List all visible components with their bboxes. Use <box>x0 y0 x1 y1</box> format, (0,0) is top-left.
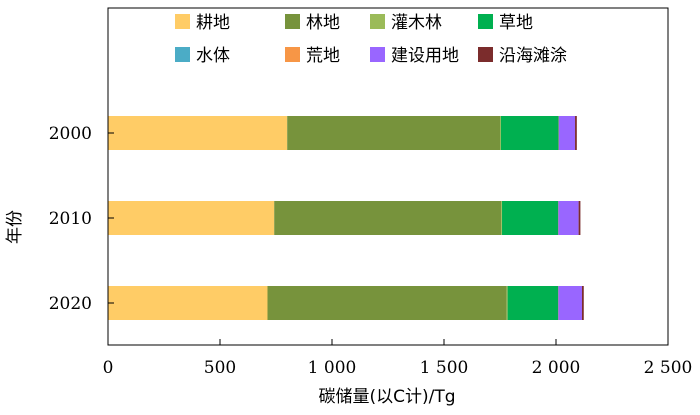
legend-swatch-7 <box>478 47 493 62</box>
legend-swatch-2 <box>370 14 385 29</box>
x-tick-label-3: 1 500 <box>420 358 469 378</box>
bar-2010-series-7 <box>578 201 581 235</box>
legend-label-0: 耕地 <box>196 13 230 33</box>
bar-2020-series-0 <box>108 286 268 320</box>
legend-swatch-6 <box>370 47 385 62</box>
bar-2020-series-3 <box>507 286 559 320</box>
legend-swatch-0 <box>175 14 190 29</box>
legend-swatch-4 <box>175 47 190 62</box>
y-tick-label-2: 2020 <box>49 294 92 314</box>
legend-swatch-3 <box>478 14 493 29</box>
x-tick-label-4: 2 000 <box>532 358 581 378</box>
legend-label-5: 荒地 <box>306 46 340 66</box>
bar-2020-series-1 <box>267 286 507 320</box>
bar-2010-series-3 <box>502 201 559 235</box>
bar-2000-series-1 <box>287 116 500 150</box>
legend-label-7: 沿海滩涂 <box>499 46 567 66</box>
legend-swatch-1 <box>285 14 300 29</box>
legend-label-3: 草地 <box>499 13 533 33</box>
x-tick-label-1: 500 <box>204 358 236 378</box>
y-tick-label-0: 2000 <box>49 124 92 144</box>
bar-2000-series-6 <box>558 116 576 150</box>
bar-2010-series-0 <box>108 201 275 235</box>
bar-2010-series-1 <box>274 201 502 235</box>
x-tick-label-0: 0 <box>103 358 114 378</box>
bar-2000-series-0 <box>108 116 288 150</box>
bar-2010-series-2 <box>501 201 503 235</box>
bars <box>108 116 584 320</box>
bar-2000-series-2 <box>500 116 501 150</box>
axes: 0 500 1 000 1 500 2 000 2 500 2000 2010 2020 <box>49 7 693 378</box>
legend-label-1: 林地 <box>306 13 340 33</box>
legend-label-4: 水体 <box>196 46 230 66</box>
y-axis-title: 年份 <box>5 210 25 244</box>
bar-2020-series-7 <box>581 286 584 320</box>
legend-swatch-5 <box>285 47 300 62</box>
bar-2000-series-7 <box>575 116 577 150</box>
bar-2020-series-6 <box>558 286 582 320</box>
y-tick-label-1: 2010 <box>49 209 92 229</box>
x-tick-label-2: 1 000 <box>308 358 357 378</box>
x-axis-title: 碳储量(以C计)/Tg <box>318 387 455 407</box>
x-tick-label-5: 2 500 <box>644 358 693 378</box>
bar-2020-series-2 <box>506 286 508 320</box>
bar-2000-series-3 <box>500 116 559 150</box>
legend-label-2: 灌木林 <box>391 13 442 33</box>
bar-2010-series-6 <box>558 201 579 235</box>
plot-frame <box>107 7 669 346</box>
legend-label-6: 建设用地 <box>391 46 459 66</box>
